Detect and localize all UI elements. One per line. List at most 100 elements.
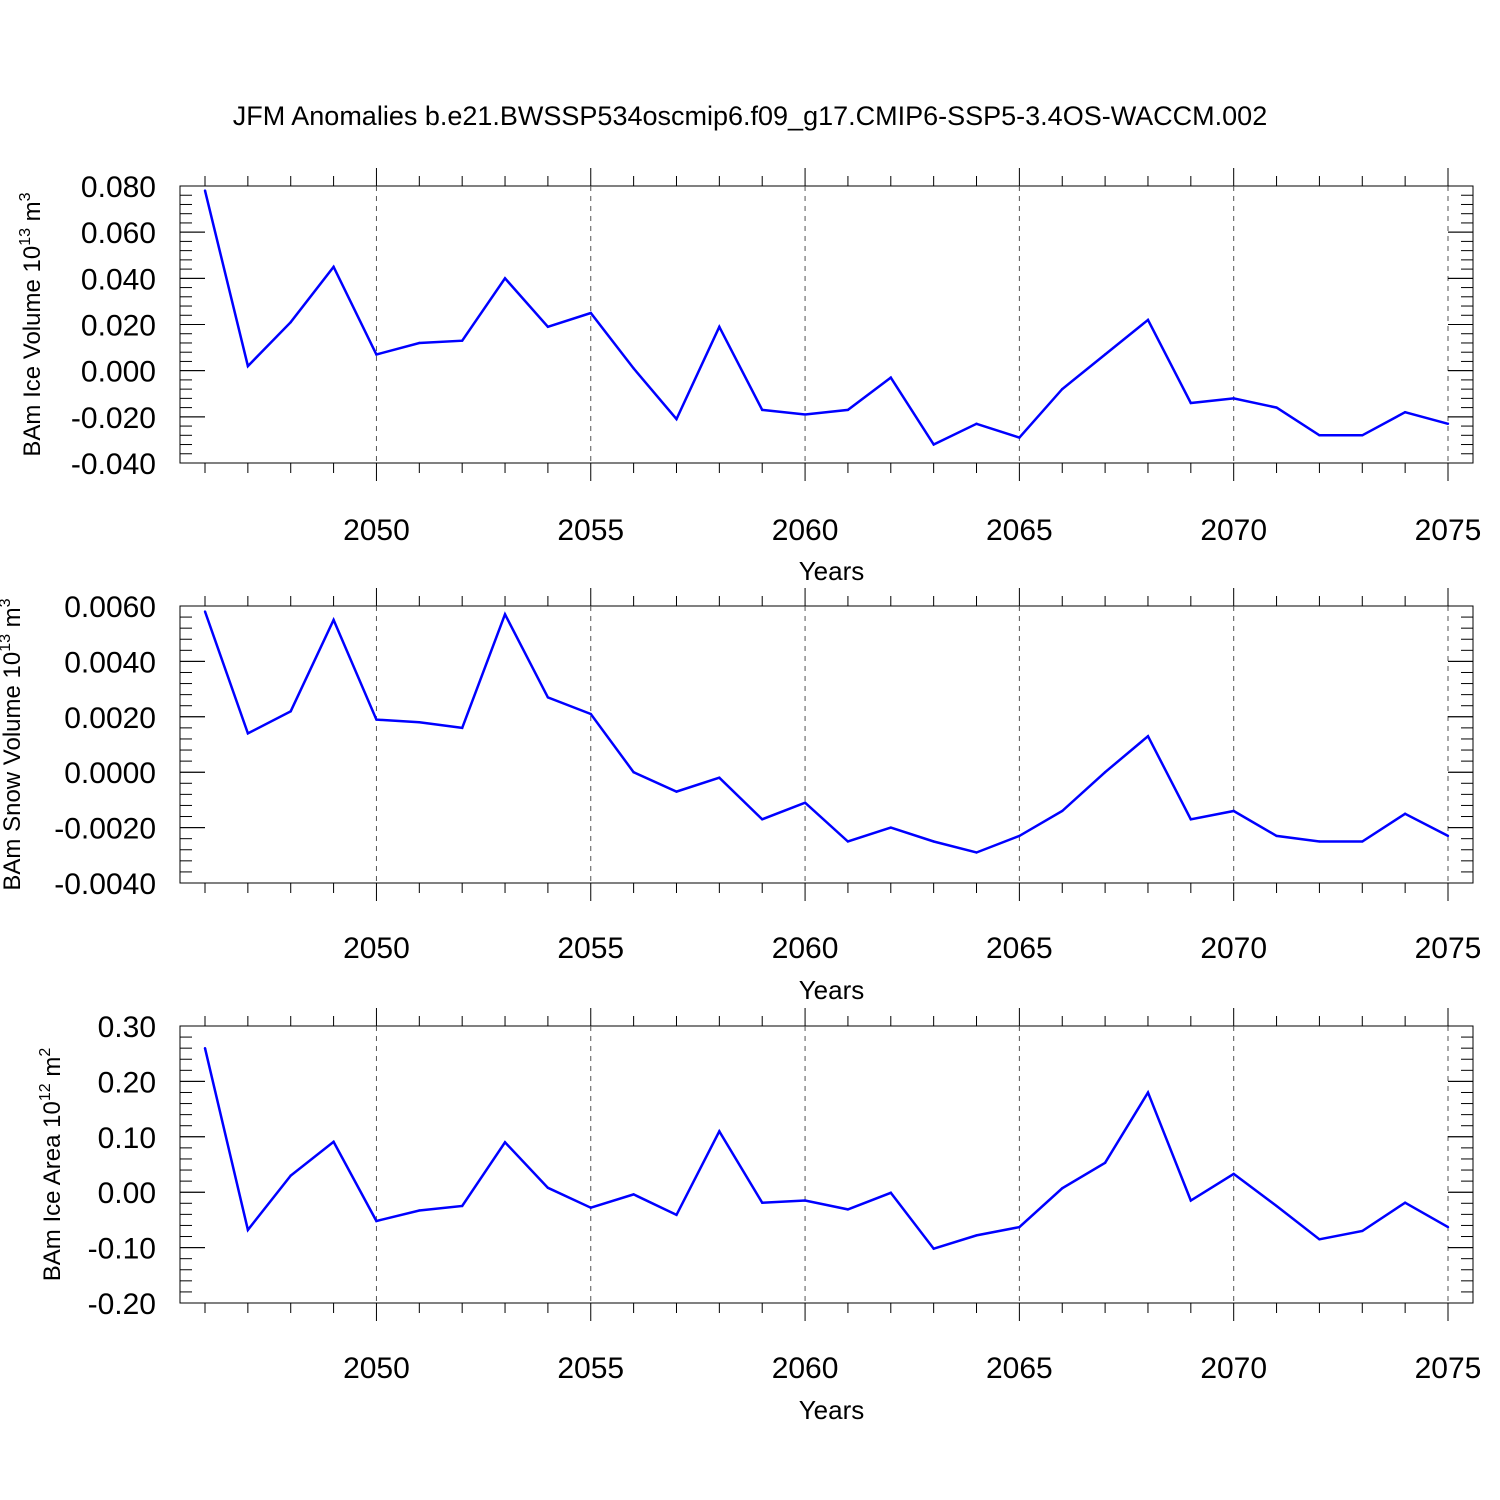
data-point: [1318, 840, 1321, 843]
data-point: [1189, 401, 1193, 405]
data-point: [1018, 436, 1021, 439]
data-point: [1403, 411, 1407, 414]
x-tick-label: 2065: [986, 932, 1053, 965]
data-point: [1275, 406, 1278, 409]
data-point: [546, 696, 550, 699]
y-tick-label: 0.0000: [64, 757, 156, 790]
y-tick-label: 0.040: [81, 263, 156, 296]
data-point: [375, 353, 378, 356]
y-tick-label: 0.00: [98, 1177, 156, 1210]
plot-frame: [179, 1025, 1474, 1304]
plot-frame: [179, 605, 1474, 884]
data-point: [1146, 734, 1150, 738]
y-tick-label: -0.020: [71, 402, 156, 435]
y-axis-label: BAm Ice Volume 1013 m3: [17, 192, 46, 456]
x-tick-label: 2070: [1200, 932, 1267, 965]
x-tick-label: 2055: [557, 932, 624, 965]
x-axis-label: Years: [799, 556, 865, 586]
data-point: [1189, 818, 1193, 821]
data-point: [1403, 812, 1407, 815]
y-axis-label: BAm Snow Volume 1013 m3: [0, 598, 26, 890]
data-point: [418, 721, 421, 724]
data-point: [846, 840, 850, 843]
data-point: [718, 1130, 721, 1133]
x-tick-label: 2065: [986, 1352, 1053, 1385]
data-point: [889, 376, 892, 379]
data-point: [589, 712, 592, 716]
data-point: [332, 618, 335, 622]
data-point: [846, 1208, 850, 1211]
data-point: [460, 339, 464, 342]
data-point: [418, 341, 421, 345]
x-tick-label: 2050: [343, 1352, 410, 1385]
data-point: [1361, 434, 1364, 437]
data-point: [418, 1209, 421, 1212]
data-point: [1275, 1204, 1278, 1208]
data-point: [932, 1247, 935, 1250]
y-tick-label: 0.0040: [64, 646, 156, 679]
data-point: [1361, 1229, 1364, 1233]
data-point: [675, 417, 678, 421]
data-point: [675, 790, 678, 793]
y-tick-label: 0.020: [81, 310, 156, 343]
data-point: [503, 613, 507, 616]
series-line: [203, 1047, 1449, 1251]
data-point: [332, 1140, 335, 1143]
data-point: [803, 801, 807, 804]
chart-title: JFM Anomalies b.e21.BWSSP534oscmip6.f09_…: [233, 101, 1267, 131]
x-tick-label: 2075: [1415, 1352, 1482, 1385]
data-point: [718, 776, 721, 779]
x-tick-label: 2055: [557, 514, 624, 547]
panel-3: 2050 2055 2060 2065 2070 2075 Years 0.30 0.20 0.1…: [37, 1008, 1481, 1425]
y-tick-label: -0.040: [71, 448, 156, 481]
y-tick-label: -0.10: [88, 1233, 156, 1266]
x-tick-label: 2050: [343, 932, 410, 965]
data-point: [889, 826, 892, 829]
data-point: [761, 408, 764, 412]
data-point: [289, 1174, 292, 1177]
data-point: [1232, 397, 1235, 400]
data-point: [1061, 1187, 1064, 1190]
data-point: [460, 1204, 464, 1208]
x-tick-label: 2070: [1200, 1352, 1267, 1385]
data-point: [1232, 1172, 1235, 1176]
data-point: [1446, 834, 1450, 838]
data-point: [460, 726, 464, 730]
data-point: [246, 1228, 250, 1232]
y-tick-label: 0.0060: [64, 591, 156, 624]
data-point: [503, 277, 507, 280]
data-point: [289, 710, 292, 713]
panel-2: 2050 2055 2060 2065 2070 2075 Years 0.0060 0.004…: [0, 588, 1481, 1005]
data-point: [761, 1201, 764, 1204]
data-point: [632, 1193, 635, 1196]
data-point: [1103, 353, 1107, 356]
x-axis-label: Years: [799, 975, 865, 1005]
y-tick-label: -0.20: [88, 1288, 156, 1321]
data-point: [246, 364, 250, 368]
y-tick-label: 0.000: [81, 356, 156, 389]
data-point: [1146, 1091, 1150, 1094]
x-tick-label: 2060: [772, 514, 839, 547]
data-point: [932, 443, 935, 446]
data-point: [803, 1199, 807, 1202]
data-point: [632, 367, 635, 370]
data-point: [589, 1206, 592, 1209]
y-axis-label: BAm Ice Area 1012 m2: [37, 1048, 66, 1282]
panel-1: 2050 2055 2060 2065 2070 2075 Years 0.080 0.060 0…: [17, 168, 1481, 586]
data-point: [589, 311, 592, 315]
x-tick-label: 2055: [557, 1352, 624, 1385]
data-point: [546, 1186, 550, 1189]
data-point: [203, 1046, 207, 1050]
data-point: [975, 422, 978, 425]
series-line: [203, 190, 1449, 447]
x-tick-label: 2065: [986, 514, 1053, 547]
data-point: [932, 840, 935, 843]
y-tick-label: 0.0020: [64, 702, 156, 735]
y-tick-label: 0.060: [81, 217, 156, 250]
data-point: [975, 851, 978, 854]
data-point: [975, 1234, 978, 1237]
data-point: [1146, 318, 1150, 322]
y-tick-label: -0.0040: [54, 868, 156, 901]
data-point: [1061, 387, 1064, 391]
x-tick-label: 2060: [772, 932, 839, 965]
